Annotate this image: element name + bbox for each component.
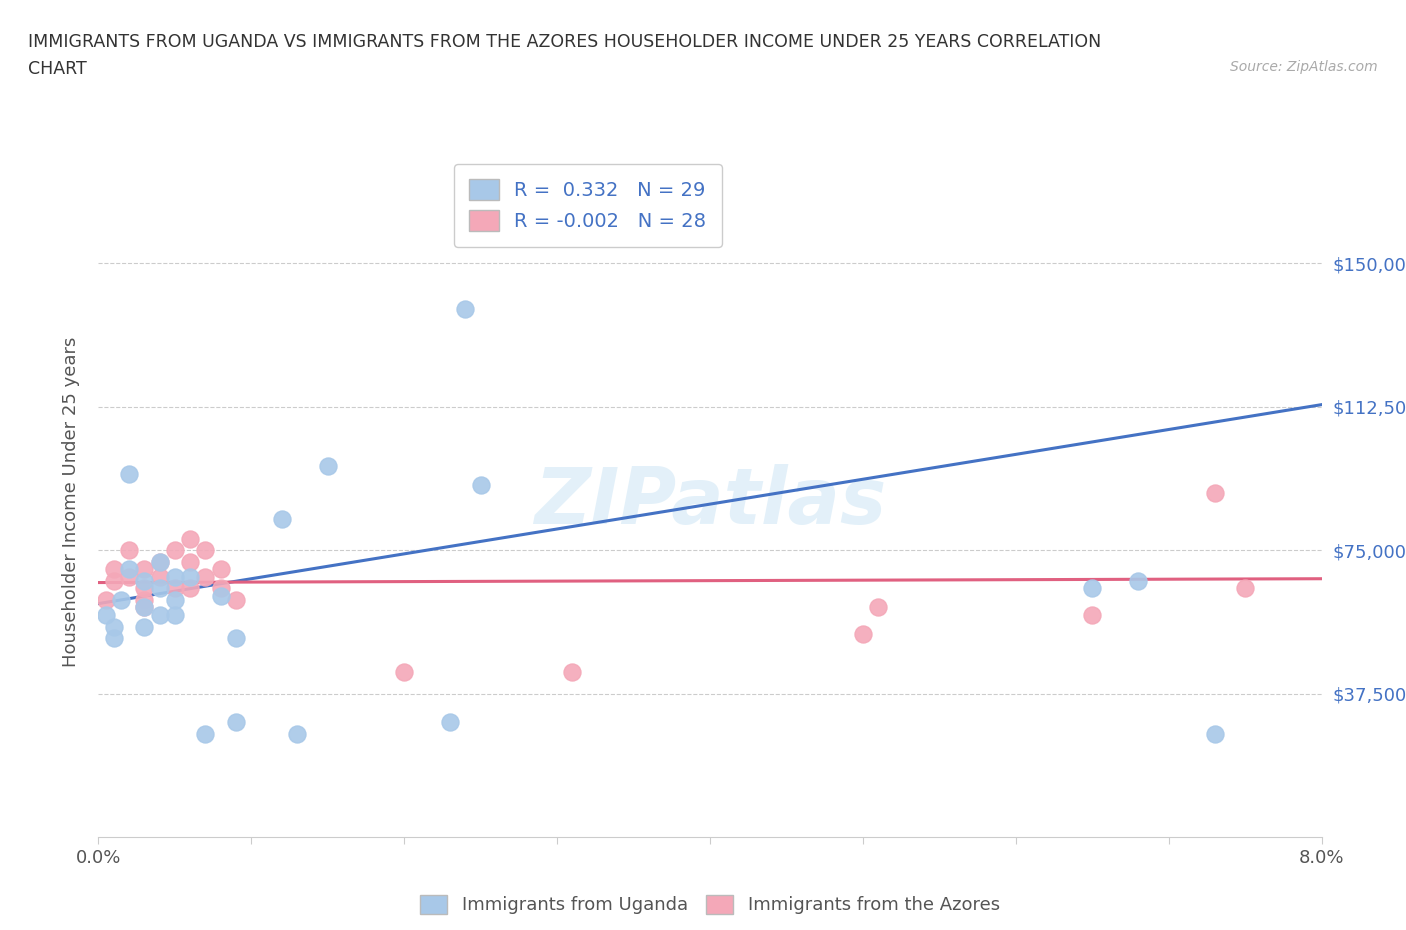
Y-axis label: Householder Income Under 25 years: Householder Income Under 25 years [62,337,80,668]
Point [118,542,141,557]
Point [270,512,294,527]
Point [470,477,492,492]
Text: Source: ZipAtlas.com: Source: ZipAtlas.com [1230,60,1378,74]
Point [134,581,156,596]
Point [225,592,247,607]
Point [209,581,232,596]
Point [1234,581,1257,596]
Point [868,600,890,615]
Point [1081,607,1104,622]
Point [94,592,117,607]
Text: IMMIGRANTS FROM UGANDA VS IMMIGRANTS FROM THE AZORES HOUSEHOLDER INCOME UNDER 25: IMMIGRANTS FROM UGANDA VS IMMIGRANTS FRO… [28,33,1101,50]
Point [163,569,186,584]
Point [1128,573,1150,588]
Point [225,631,247,645]
Point [209,562,232,577]
Point [163,592,186,607]
Point [149,607,172,622]
Point [149,581,172,596]
Point [134,592,156,607]
Point [561,665,583,680]
Point [103,573,125,588]
Point [179,554,201,569]
Point [94,607,117,622]
Point [134,600,156,615]
Point [149,554,172,569]
Point [103,619,125,634]
Text: CHART: CHART [28,60,87,78]
Point [454,301,477,316]
Point [225,715,247,730]
Point [1081,581,1104,596]
Point [149,569,172,584]
Point [110,592,132,607]
Point [134,600,156,615]
Point [1204,726,1226,741]
Point [149,554,172,569]
Point [103,562,125,577]
Point [179,581,201,596]
Point [194,726,217,741]
Point [179,569,201,584]
Point [194,569,217,584]
Point [439,715,461,730]
Point [1204,485,1226,500]
Point [118,569,141,584]
Point [163,607,186,622]
Text: ZIPatlas: ZIPatlas [534,464,886,540]
Legend: Immigrants from Uganda, Immigrants from the Azores: Immigrants from Uganda, Immigrants from … [413,887,1007,922]
Point [118,562,141,577]
Point [134,619,156,634]
Point [103,631,125,645]
Point [118,466,141,481]
Point [194,542,217,557]
Point [285,726,308,741]
Point [392,665,416,680]
Point [134,562,156,577]
Point [134,573,156,588]
Point [209,589,232,604]
Point [163,581,186,596]
Point [316,458,339,473]
Point [179,531,201,546]
Point [163,542,186,557]
Point [852,627,875,642]
